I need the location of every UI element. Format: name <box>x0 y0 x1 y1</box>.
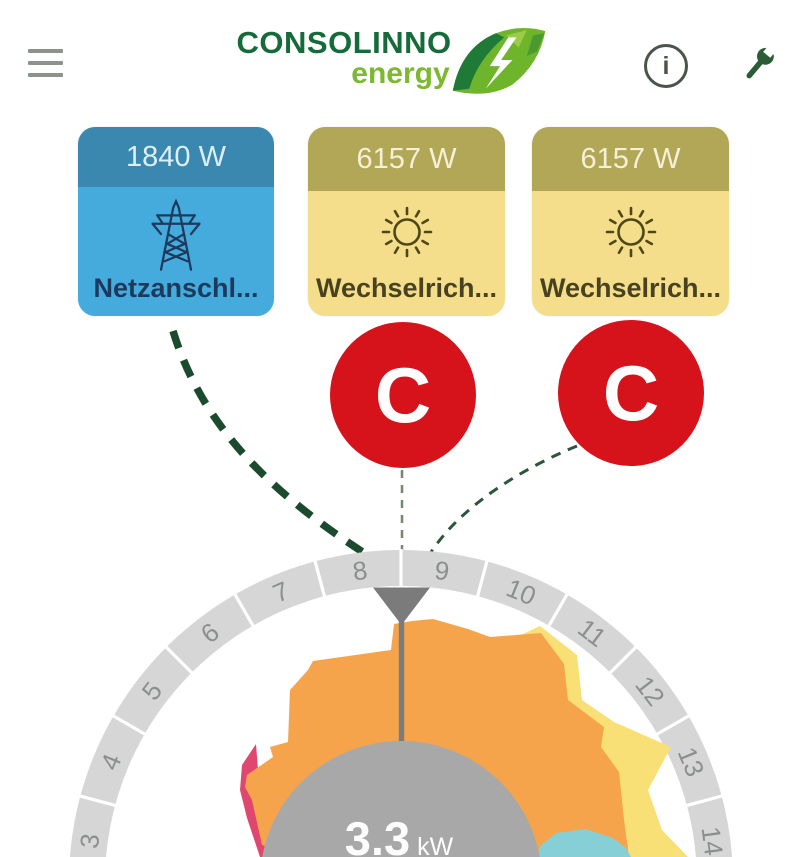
card-device-label: Netzanschl... <box>93 273 259 303</box>
card-power-value: 1840 W <box>78 127 274 187</box>
badge-letter: C <box>374 350 432 439</box>
logo-subtitle: energy <box>351 57 450 90</box>
consolinno-status-badge[interactable]: C <box>330 322 476 468</box>
gauge-tick-label: 9 <box>433 555 451 587</box>
gauge-tick-label: 8 <box>351 555 369 587</box>
gauge-hub <box>262 741 540 857</box>
gauge-segment-divider <box>78 794 117 808</box>
blob-teal <box>538 829 631 857</box>
card-power-value: 6157 W <box>532 127 729 191</box>
transmission-tower-icon <box>151 198 201 271</box>
gauge-tick-label: 3 <box>74 832 106 850</box>
gauge-segment-divider <box>475 559 489 598</box>
gauge-needle <box>373 587 430 625</box>
connector-badge2-to-gauge <box>426 444 578 558</box>
sun-icon <box>605 206 656 258</box>
card-inverter-1[interactable]: 6157 W <box>308 127 505 316</box>
card-grid-connection[interactable]: 1840 W Netzanschl... <box>78 127 274 316</box>
gauge-segment-divider <box>547 592 569 628</box>
badge-letter: C <box>602 348 660 437</box>
gauge-needle-stem <box>398 608 405 744</box>
gauge-segment-divider <box>685 794 724 808</box>
wrench-icon[interactable] <box>740 44 778 84</box>
gauge-center-value: 3.3 kW <box>345 812 454 857</box>
gauge-segment-divider <box>608 645 638 675</box>
gauge-segment-divider <box>164 645 194 675</box>
connector-grid-to-gauge <box>169 329 375 562</box>
gauge-segment-divider <box>111 714 147 736</box>
card-device-label: Wechselrich... <box>539 273 722 303</box>
sun-icon <box>381 206 432 258</box>
info-glyph: i <box>662 51 670 80</box>
gauge-scale-band <box>70 550 732 857</box>
consolinno-status-badge[interactable]: C <box>558 320 704 466</box>
gauge-segment-divider <box>233 592 255 628</box>
card-power-value: 6157 W <box>308 127 505 191</box>
gauge-segment-divider <box>655 714 691 736</box>
card-device-label: Wechselrich... <box>315 273 498 303</box>
logo-title: CONSOLINNO <box>236 25 452 60</box>
card-inverter-2[interactable]: 6157 W <box>532 127 729 316</box>
gauge-tick-label: 14 <box>696 825 730 857</box>
info-icon[interactable]: i <box>644 44 688 88</box>
gauge-segment-divider <box>313 559 327 598</box>
consolinno-logo: CONSOLINNO energy <box>237 27 550 99</box>
menu-icon[interactable] <box>28 49 63 78</box>
leaf-icon <box>452 28 545 94</box>
